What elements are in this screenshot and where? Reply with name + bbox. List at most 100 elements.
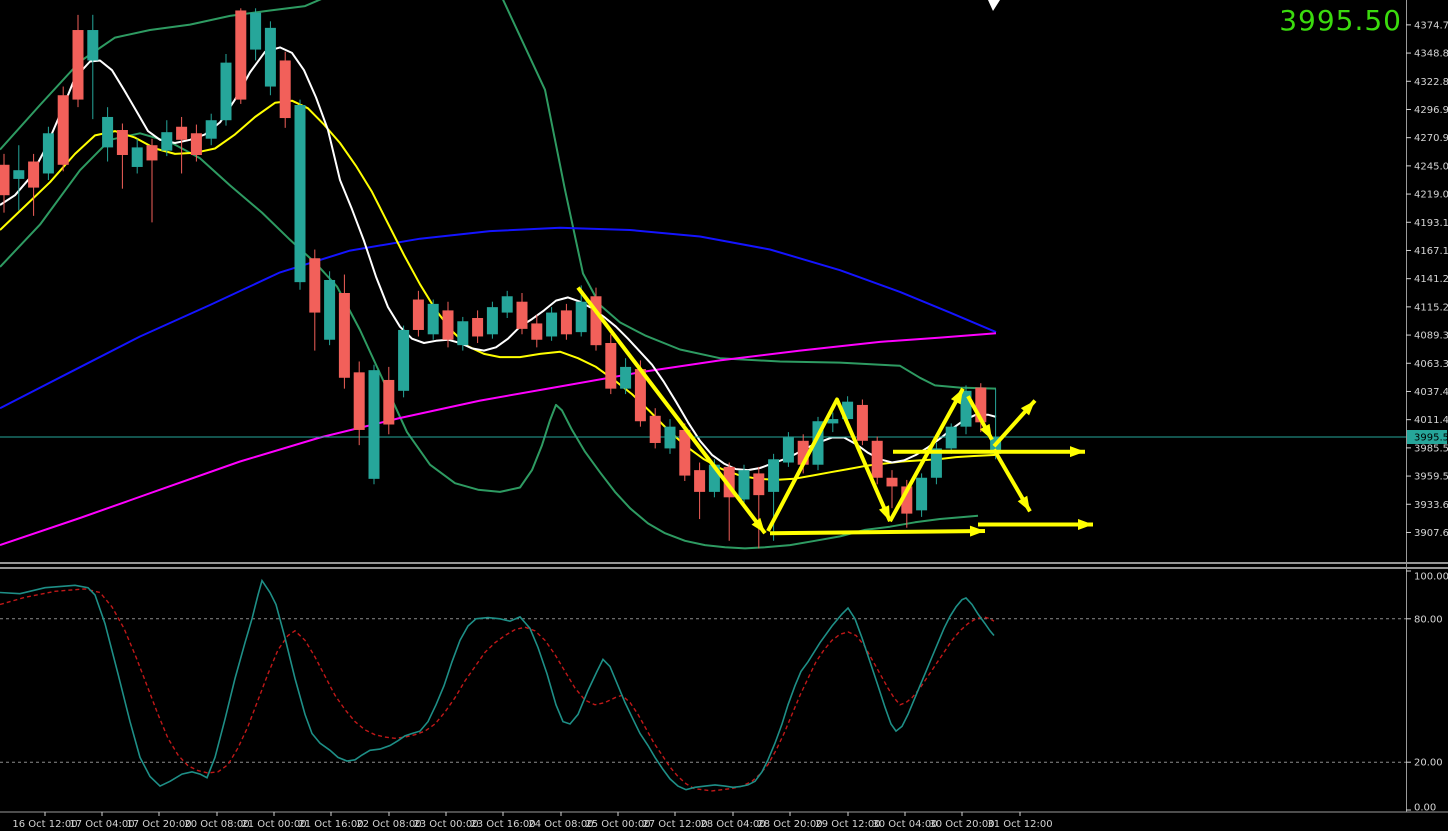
zigzag-arrowhead-support-arrow-1[interactable] — [969, 525, 985, 537]
price-axis-label: 4270.95 — [1414, 133, 1448, 144]
candle-body — [13, 170, 25, 179]
candle-body — [827, 419, 839, 424]
candle-body — [324, 279, 336, 340]
time-axis-label: 22 Oct 08:00 — [356, 819, 421, 830]
candle-body — [472, 318, 484, 337]
candle-body — [457, 321, 469, 346]
candle-body — [146, 145, 158, 161]
time-axis-label: 20 Oct 08:00 — [184, 819, 249, 830]
price-axis-label: 3985.50 — [1414, 443, 1448, 454]
candle-body — [28, 161, 40, 188]
time-axis-label: 17 Oct 04:00 — [69, 819, 134, 830]
price-axis-label: 4089.30 — [1414, 331, 1448, 342]
price-axis-label: 4037.40 — [1414, 387, 1448, 398]
zigzag-arrowhead-scenario-flat[interactable] — [1070, 446, 1085, 458]
band-lower-line — [0, 132, 979, 550]
price-axis-label: 4011.45 — [1414, 415, 1448, 426]
zigzag-arrow-leg-up-1-down[interactable] — [766, 397, 892, 532]
price-axis-label: 4141.20 — [1414, 274, 1448, 285]
time-axis-label: 30 Oct 04:00 — [872, 819, 937, 830]
candle-body — [412, 299, 424, 330]
zigzag-arrowhead-scenario-down[interactable] — [1017, 495, 1030, 512]
zigzag-arrow-support-arrow-1[interactable] — [769, 529, 986, 536]
candle-body — [634, 369, 646, 422]
candle-body — [294, 105, 306, 283]
price-axis-label: 4219.05 — [1414, 190, 1448, 201]
ma-blue-line — [0, 226, 997, 410]
candle-body — [871, 440, 883, 478]
price-axis-label: 4245.00 — [1414, 161, 1448, 172]
zigzag-arrowhead-leg-up-2[interactable] — [950, 388, 963, 405]
time-axis-label: 17 Oct 20:00 — [126, 819, 191, 830]
candle-body — [753, 473, 765, 496]
price-axis-label: 4167.15 — [1414, 246, 1448, 257]
candle-body — [353, 372, 365, 430]
osc-axis-label: 100.00 — [1414, 572, 1448, 583]
candle-body — [264, 27, 276, 87]
candle-body — [768, 459, 780, 492]
current-price-box-label: 3995.50 — [1414, 433, 1448, 444]
time-axis-label: 23 Oct 00:00 — [413, 819, 478, 830]
candle-body — [486, 307, 498, 335]
candle-body — [975, 387, 987, 423]
zigzag-arrowhead-scenario-up[interactable] — [1020, 400, 1035, 416]
candle-body — [102, 116, 114, 148]
price-axis[interactable]: 4374.75 4348.80 4322.85 4296.90 4270.95 4245.… — [1406, 0, 1448, 814]
candle-body — [901, 486, 913, 514]
candle-body — [723, 466, 735, 498]
candle-body — [560, 310, 572, 335]
osc-axis-label: 0.00 — [1414, 803, 1436, 814]
candle-body — [190, 133, 202, 156]
time-axis-label: 29 Oct 12:00 — [815, 819, 880, 830]
zigzag-annotations-layer — [576, 286, 1093, 537]
candle-body — [664, 426, 676, 449]
zigzag-arrow-leg-up-2[interactable] — [888, 387, 965, 523]
price-axis-label: 4115.25 — [1414, 302, 1448, 313]
price-axis-label: 3907.65 — [1414, 528, 1448, 539]
band-upper-line — [0, 0, 997, 390]
stochastic-panel — [0, 578, 1406, 792]
candle-body — [116, 130, 128, 156]
candle-body — [738, 470, 750, 500]
time-axis-label: 27 Oct 12:00 — [642, 819, 707, 830]
candle-body — [442, 310, 454, 340]
candle-body — [930, 448, 942, 478]
zigzag-arrowhead-leg-down-1[interactable] — [751, 517, 765, 534]
time-axis-label: 16 Oct 12:00 — [12, 819, 77, 830]
stochastic-signal-line — [0, 588, 995, 792]
time-axis-label: 28 Oct 20:00 — [757, 819, 822, 830]
price-axis-label: 4063.35 — [1414, 359, 1448, 370]
candle-body — [501, 296, 513, 313]
candle-body — [383, 379, 395, 425]
price-axis-label: 4296.90 — [1414, 105, 1448, 116]
candle-body — [842, 401, 854, 420]
candle-body — [649, 415, 661, 443]
time-axis-label: 21 Oct 00:00 — [241, 819, 306, 830]
candle-body — [708, 464, 720, 492]
candle-body — [531, 323, 543, 340]
candle-body — [812, 421, 824, 465]
candle-body — [916, 477, 928, 511]
ma-magenta-line — [0, 332, 997, 547]
candles-layer — [0, 8, 1002, 549]
candle-body — [176, 126, 188, 140]
candle-body — [575, 301, 587, 333]
candle-body — [856, 404, 868, 441]
zigzag-arrowhead-peak-pullback[interactable] — [979, 423, 992, 440]
main-chart-panel — [0, 0, 1406, 550]
candle-body — [131, 147, 143, 167]
candle-body — [797, 440, 809, 465]
candle-body — [161, 132, 173, 151]
price-axis-label: 3959.55 — [1414, 472, 1448, 483]
zigzag-arrowhead-support-arrow-2[interactable] — [1078, 518, 1093, 530]
candle-body — [57, 95, 69, 165]
zigzag-arrow-leg-down-1[interactable] — [576, 286, 767, 535]
candle-body — [72, 30, 84, 100]
price-axis-label: 4193.10 — [1414, 218, 1448, 229]
candle-body — [516, 301, 528, 329]
zigzag-arrowhead-leg-up-1-down[interactable] — [878, 505, 890, 522]
price-axis-label: 4374.75 — [1414, 20, 1448, 31]
price-axis-label: 4348.80 — [1414, 49, 1448, 60]
